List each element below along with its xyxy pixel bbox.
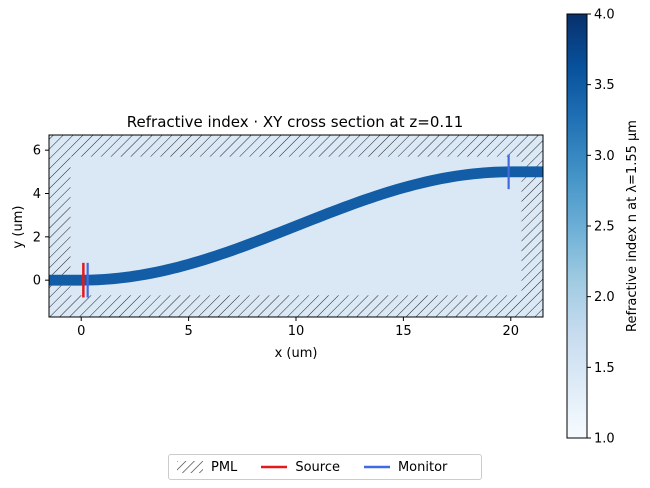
colorbar-tick-label: 2.5 [594,220,615,235]
x-tick-label: 0 [77,324,85,339]
y-tick-label: 2 [33,230,41,245]
colorbar-tick-label: 3.0 [594,149,615,164]
colorbar-tick-label: 1.0 [594,432,615,447]
chart-title: Refractive index · XY cross section at z… [127,113,463,131]
colorbar-tick-label: 2.0 [594,290,615,305]
legend: PML Source Monitor [168,454,482,480]
source-line-swatch [261,465,288,469]
legend-item-source: Source [261,460,340,475]
colorbar-gradient [567,14,587,438]
x-axis-label: x (um) [275,346,318,361]
legend-label-monitor: Monitor [397,459,448,475]
colorbar-label: Refractive index n at λ=1.55 μm [625,120,640,332]
legend-item-pml: PML [177,460,237,475]
colorbar-tick-label: 4.0 [594,8,615,23]
x-tick-label: 15 [395,324,412,339]
y-tick-label: 4 [33,187,41,202]
legend-item-monitor: Monitor [363,459,448,475]
colorbar: 1.0 1.5 2.0 2.5 3.0 3.5 4.0 [566,8,615,447]
x-tick-label: 10 [288,324,305,339]
y-tick-label: 6 [33,144,41,159]
monitor-line-swatch [363,465,390,469]
colorbar-tick-label: 1.5 [594,361,615,376]
x-tick-label: 5 [184,324,192,339]
legend-label-source: Source [295,459,340,475]
pml-hatch-swatch [177,461,203,473]
legend-label-pml: PML [211,459,238,475]
plot-area: 0 5 10 15 20 0 2 4 6 [33,134,544,339]
y-tick-label: 0 [33,274,41,289]
x-tick-label: 20 [503,324,520,339]
colorbar-tick-label: 3.5 [594,78,615,93]
waveguide-sbend [49,166,543,286]
y-axis-label: y (um) [11,206,26,249]
